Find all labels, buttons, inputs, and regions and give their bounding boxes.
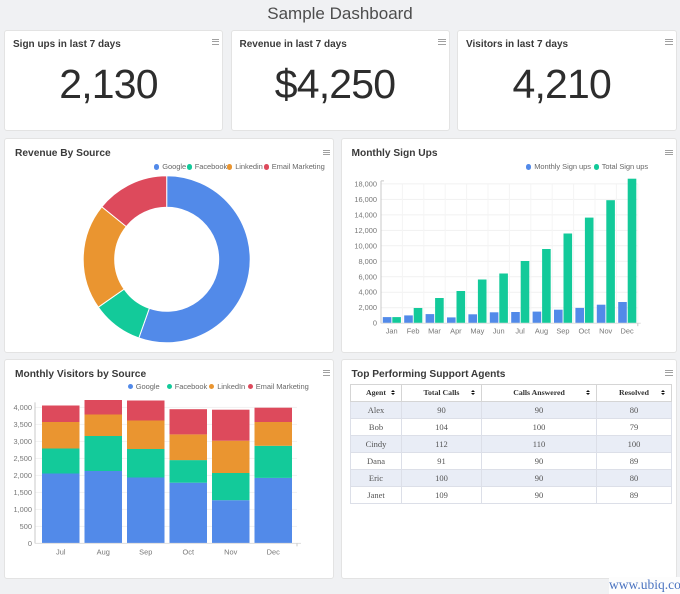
svg-text:Jul: Jul (56, 547, 66, 556)
svg-text:Sep: Sep (556, 327, 569, 336)
svg-text:Jun: Jun (492, 327, 504, 336)
svg-text:12,000: 12,000 (354, 226, 377, 235)
svg-text:10,000: 10,000 (354, 241, 377, 250)
svg-text:14,000: 14,000 (354, 210, 377, 219)
svg-text:500: 500 (20, 521, 32, 530)
svg-text:8,000: 8,000 (358, 257, 377, 266)
svg-text:Sep: Sep (139, 547, 152, 556)
svg-text:Aug: Aug (97, 547, 110, 556)
svg-text:Jan: Jan (385, 327, 397, 336)
svg-text:Nov: Nov (224, 547, 237, 556)
svg-text:4,000: 4,000 (14, 402, 33, 411)
svg-text:4,000: 4,000 (358, 288, 377, 297)
svg-text:2,000: 2,000 (358, 303, 377, 312)
svg-text:1,500: 1,500 (14, 487, 33, 496)
svg-text:Dec: Dec (267, 547, 280, 556)
svg-text:Jul: Jul (515, 327, 525, 336)
svg-text:1,000: 1,000 (14, 504, 33, 513)
svg-text:2,000: 2,000 (14, 470, 33, 479)
svg-text:May: May (470, 327, 484, 336)
svg-text:6,000: 6,000 (358, 272, 377, 281)
svg-text:2,500: 2,500 (14, 453, 33, 462)
svg-text:0: 0 (28, 538, 32, 547)
svg-text:3,500: 3,500 (14, 419, 33, 428)
svg-text:Apr: Apr (450, 327, 462, 336)
svg-text:Nov: Nov (599, 327, 612, 336)
svg-text:Oct: Oct (183, 547, 195, 556)
svg-text:Aug: Aug (534, 327, 547, 336)
svg-text:Mar: Mar (428, 327, 441, 336)
svg-text:Feb: Feb (406, 327, 419, 336)
svg-text:3,000: 3,000 (14, 436, 33, 445)
svg-text:18,000: 18,000 (354, 179, 377, 188)
svg-text:Dec: Dec (620, 327, 633, 336)
svg-text:Oct: Oct (578, 327, 590, 336)
svg-text:16,000: 16,000 (354, 195, 377, 204)
svg-text:0: 0 (372, 319, 376, 328)
